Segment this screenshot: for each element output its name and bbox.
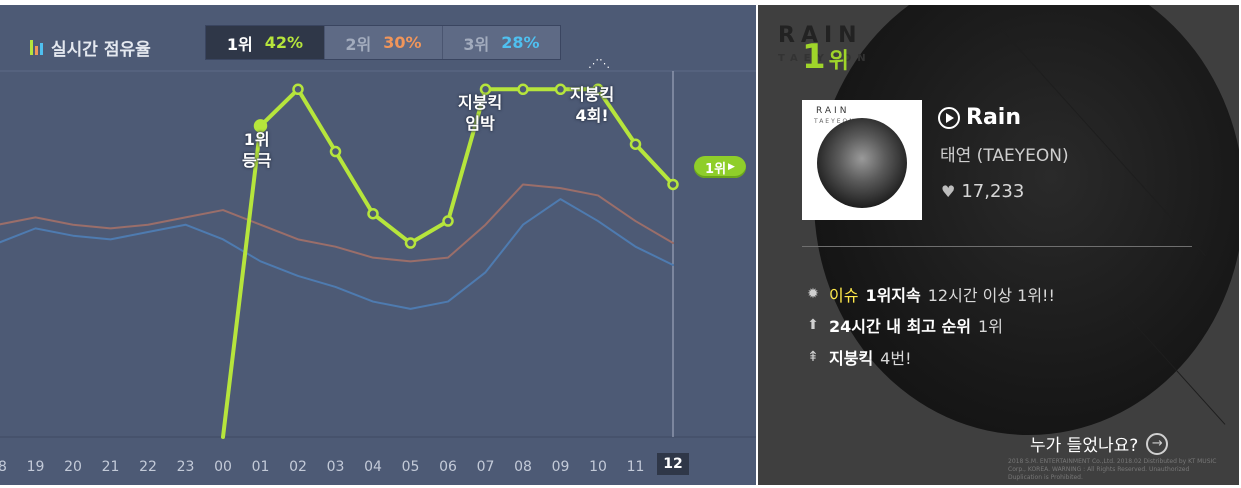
x-tick-label: 05 [401,459,420,475]
data-point-rank1 [253,119,268,133]
artist-photo [814,5,1239,435]
data-point-rank1 [592,83,604,96]
data-point-rank1 [292,83,304,96]
stat-rest: 12시간 이상 1위!! [927,286,1055,305]
tab-rank-3-label: 3위 [463,34,490,54]
annotation-four-times: 지붕킥 4회! [570,84,614,126]
x-tick-label: 07 [476,459,495,475]
album-cover[interactable]: RAIN TAEYEON [802,100,922,220]
x-tick-label: 00 [214,459,232,475]
current-rank-label: 1위 [705,161,727,177]
chart-panel: 실시간 점유율 1위 42% 2위 30% 3위 28% 1위 등극 지붕킥 임… [0,5,756,485]
data-point-rank1 [517,83,529,96]
album-cover-artist: TAEYEON [814,118,856,125]
stat-row-kick: ⇞ 지붕킥 4번! [804,345,912,369]
song-title-link[interactable]: Rain [938,105,1021,130]
x-tick-label: 20 [64,459,82,475]
album-logo-title: RAIN [778,23,863,48]
tab-rank-1-label: 1위 [226,34,253,54]
spark-icon: ⋰⋱ [588,57,610,70]
stat-row-best: ⬆ 24시간 내 최고 순위 1위 [804,313,1003,337]
data-point-rank1 [442,215,454,227]
who-listened-link[interactable]: 누가 들었나요? → [1030,431,1169,456]
artist-name[interactable]: 태연 (TAEYEON) [940,146,1069,166]
x-tick-label: 11 [626,459,645,475]
x-tick-label: 08 [514,459,532,475]
annotation-imminent-line2: 임박 [465,114,495,133]
stat-rest: 1위 [978,317,1003,336]
x-tick-label: 03 [326,459,345,475]
rank-badge: 1 위 [802,39,849,75]
rank-tabs: 1위 42% 2위 30% 3위 28% [205,25,561,60]
stat-bold: 1위지속 [865,286,921,305]
x-tick-label: 10 [589,459,607,475]
data-point-rank1 [329,145,342,158]
stat-bold: 24시간 내 최고 순위 [829,317,972,336]
like-count-value: 17,233 [961,181,1025,202]
tab-rank-3-percent: 28% [501,33,540,52]
album-cover-title: RAIN [816,106,850,116]
who-listened-label: 누가 들었나요? [1030,436,1139,456]
stat-rest: 4번! [880,349,912,368]
annotation-imminent: 지붕킥 임박 [458,92,502,134]
rank-suffix: 위 [828,49,849,74]
tab-rank-1-percent: 42% [264,33,304,52]
stat-bold: 지붕킥 [829,349,874,368]
chevron-right-icon: ▶ [728,162,735,172]
stat-highlight: 이슈 [829,286,859,305]
x-tick-label: 19 [26,459,45,475]
gear-icon: ✹ [807,286,819,302]
annotation-four-times-line1: 지붕킥 [570,85,615,104]
data-point-rank1 [367,207,379,220]
stat-row-issue: ✹ 이슈 1위지속 12시간 이상 1위!! [804,282,1055,306]
album-logo-artist: TAEYEON [778,53,872,64]
heart-icon: ♥ [941,182,956,201]
data-point-rank1 [479,83,492,96]
chart-title-text: 실시간 점유율 [51,40,151,60]
x-tick-label: 02 [289,459,307,475]
tab-rank-3[interactable]: 3위 28% [442,26,560,59]
bar-chart-icon [30,40,43,55]
x-tick-label: 18 [0,459,7,475]
series-line-2 [0,183,674,263]
series-line-1 [221,87,675,439]
annotation-first-place-line2: 등극 [242,151,272,170]
copyright-text: 2018 S.M. ENTERTAINMENT Co.,Ltd. 2018.02… [1008,458,1217,481]
song-title: Rain [966,105,1021,130]
chart-title: 실시간 점유율 [30,35,151,60]
annotation-first-place: 1위 등극 [242,129,271,171]
current-rank-pill[interactable]: 1위 ▶ [694,156,746,178]
up-arrow-icon: ⬆ [807,317,819,333]
annotation-imminent-line1: 지붕킥 [458,93,503,112]
data-point-rank1 [554,83,567,96]
x-tick-label: 22 [139,459,157,475]
x-tick-label: 21 [101,459,120,475]
annotation-first-place-line1: 1위 [243,130,270,149]
data-point-rank1 [404,237,417,249]
x-tick-label: 04 [364,459,382,475]
x-tick-label: 12 [657,453,689,475]
play-icon[interactable] [938,106,960,129]
like-count[interactable]: ♥ 17,233 [941,181,1024,202]
data-point-rank1 [629,138,642,150]
spark-up-icon: ⇞ [807,349,819,365]
tab-rank-2[interactable]: 2위 30% [324,26,442,59]
x-tick-label: 01 [251,459,270,475]
x-tick-label: 09 [551,459,570,475]
share-chart [0,70,756,439]
tab-rank-1[interactable]: 1위 42% [206,26,324,59]
rank-number: 1 [802,37,826,77]
album-cover-photo [817,118,907,208]
divider [802,246,1192,247]
x-tick-label: 23 [176,459,195,475]
tab-rank-2-label: 2위 [345,34,372,54]
data-point-rank1 [667,178,679,191]
song-info-panel: RAIN TAEYEON 1 위 RAIN TAEYEON Rain 태연 (T… [758,5,1239,485]
series-line-3 [0,198,674,310]
annotation-four-times-line2: 4회! [575,106,609,125]
arrow-right-icon: → [1146,432,1169,455]
x-tick-label: 06 [439,459,457,475]
tab-rank-2-percent: 30% [383,33,422,52]
